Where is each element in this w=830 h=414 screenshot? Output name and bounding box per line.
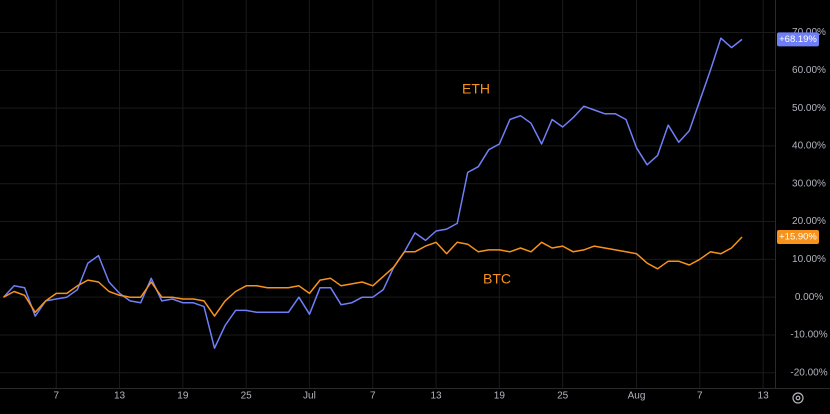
settings-core	[795, 395, 801, 401]
x-tick-label: 19	[494, 391, 506, 402]
x-tick-label: 19	[177, 391, 189, 402]
series-label: ETH	[462, 81, 490, 97]
x-tick-label: Jul	[303, 391, 316, 402]
settings-ring	[792, 392, 804, 404]
y-tick-label: 30.00%	[792, 178, 826, 189]
series-line	[3, 236, 743, 317]
x-tick-label: 7	[697, 391, 703, 402]
x-tick-label: 7	[370, 391, 376, 402]
settings-icon[interactable]	[792, 392, 804, 404]
series-line	[2, 37, 743, 349]
y-tick-label: 50.00%	[792, 103, 826, 114]
price-badge	[777, 230, 819, 245]
series-label: BTC	[483, 271, 511, 287]
price-badge	[777, 32, 819, 47]
y-tick-label: -10.00%	[790, 330, 827, 341]
grid-layer	[0, 0, 775, 388]
x-tick-label: 25	[557, 391, 569, 402]
y-tick-label: -20.00%	[790, 367, 827, 378]
y-tick-label: 0.00%	[795, 292, 823, 303]
value-label: +15.90%	[779, 232, 817, 243]
x-tick-label: 13	[114, 391, 126, 402]
x-tick-label: 7	[53, 391, 59, 402]
x-tick-label: 13	[758, 391, 770, 402]
y-tick-label: 20.00%	[792, 216, 826, 227]
x-tick-label: Aug	[628, 391, 646, 402]
x-tick-label: 25	[241, 391, 253, 402]
value-label: +68.19%	[779, 34, 817, 45]
x-tick-label: 13	[430, 391, 442, 402]
y-tick-label: 10.00%	[792, 254, 826, 265]
y-tick-label: 60.00%	[792, 65, 826, 76]
y-tick-label: 40.00%	[792, 141, 826, 152]
